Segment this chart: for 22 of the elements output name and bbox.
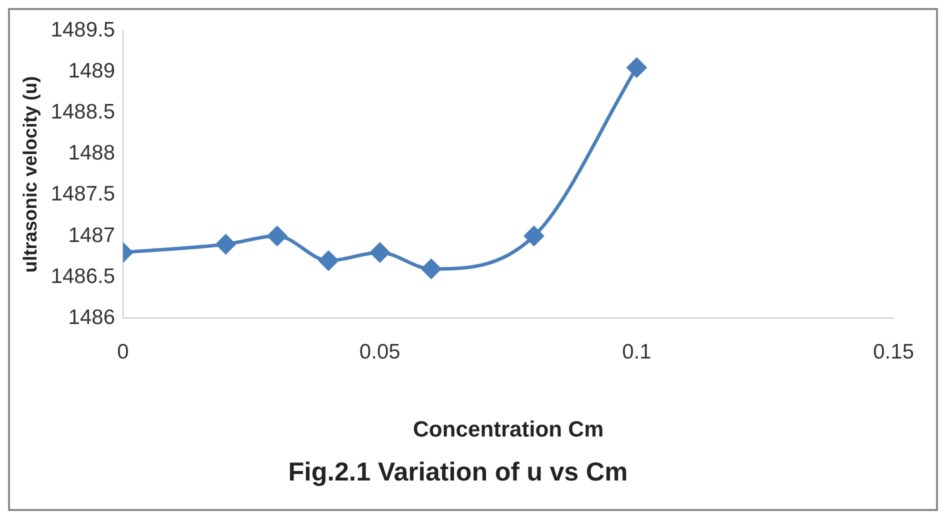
x-tick-label: 0.1	[622, 340, 652, 364]
point	[370, 242, 390, 262]
point	[216, 234, 236, 254]
y-tick-label: 1488.5	[50, 100, 116, 124]
y-axis-title: ultrasonic velocity (u)	[20, 76, 42, 273]
point	[318, 250, 338, 270]
point	[267, 226, 287, 246]
y-tick-label: 1489	[68, 59, 116, 82]
x-tick-label: 0.05	[359, 340, 400, 364]
x-tick-label: 0	[117, 340, 129, 364]
text: Fig.2.1 Variation of u vs Cm	[288, 456, 628, 487]
point	[524, 226, 544, 246]
y-tick-label: 1488	[68, 142, 116, 165]
y-tick-label: 1486	[68, 306, 116, 329]
y-tick-label: 1487.5	[50, 182, 116, 206]
y-tick-label: 1486.5	[50, 264, 116, 288]
y-tick-label: 1489.5	[50, 18, 116, 42]
x-tick-label: 0.15	[873, 340, 914, 364]
point	[626, 58, 646, 78]
point	[421, 259, 441, 279]
x-axis-title: Concentration Cm	[412, 416, 604, 442]
y-tick-label: 1487	[68, 224, 116, 247]
